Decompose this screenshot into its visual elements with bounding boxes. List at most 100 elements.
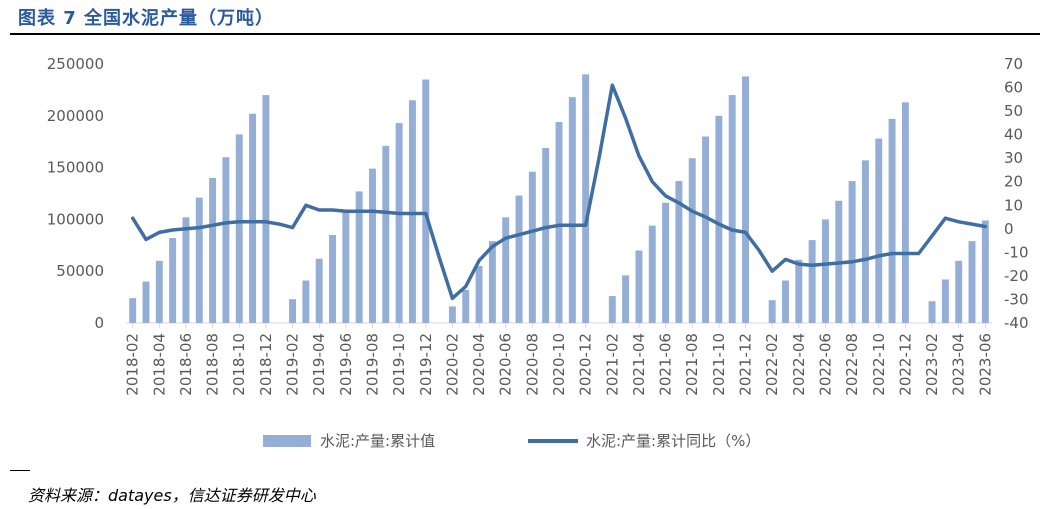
bar (369, 168, 376, 323)
bar (795, 259, 803, 323)
bar (715, 115, 723, 323)
cement-output-chart: 2018-02 2018-04 2018-06 2018-08 2018-10 2018-… (47, 55, 1029, 450)
right-y-tick-label: -40 (1004, 314, 1029, 332)
bar (542, 147, 550, 323)
bar (142, 281, 150, 323)
bar (901, 102, 909, 323)
bar (382, 145, 390, 323)
bar (475, 266, 483, 323)
bar (742, 76, 749, 323)
x-tick-label: 2021-10 (710, 333, 728, 396)
bar (222, 157, 230, 323)
source-note: 资料来源：datayes，信达证券研发中心 (28, 486, 316, 505)
bar (502, 217, 510, 323)
bar (968, 241, 976, 323)
x-tick-label: 2018-04 (150, 333, 168, 396)
x-tick-labels: 2018-02 2018-04 2018-06 2018-08 2018-10 2018-… (124, 333, 995, 396)
bar (315, 258, 323, 323)
left-y-tick-label: 150000 (47, 159, 104, 177)
x-tick-label: 2022-08 (843, 333, 861, 396)
chart-title: 图表 7 全国水泥产量（万吨） (18, 8, 275, 29)
bar (981, 220, 989, 323)
x-tick-label: 2021-02 (603, 333, 621, 396)
bar (195, 197, 203, 323)
right-y-tick-label: -30 (1004, 290, 1029, 308)
bar (928, 301, 936, 323)
x-tick-label: 2022-10 (870, 333, 888, 396)
right-y-tick-label: 30 (1004, 149, 1023, 167)
x-tick-label: 2018-02 (124, 333, 142, 396)
x-tick-label: 2022-02 (763, 333, 781, 396)
x-tick-label: 2021-12 (737, 333, 755, 396)
bar (342, 212, 350, 323)
bar (528, 171, 536, 323)
line-series (130, 83, 988, 301)
bar (662, 202, 670, 323)
x-tick-label: 2019-12 (417, 333, 435, 396)
x-tick-label: 2020-02 (443, 333, 461, 396)
x-tick-label: 2019-10 (390, 333, 408, 396)
x-tick-label: 2018-12 (257, 333, 275, 396)
right-y-tick-label: 0 (1004, 220, 1014, 238)
x-tick-label: 2018-08 (204, 333, 222, 396)
bar-series (129, 74, 989, 324)
bar (875, 138, 883, 323)
bar (568, 97, 576, 323)
x-tick-label: 2021-06 (657, 333, 675, 396)
x-tick-label: 2020-12 (577, 333, 595, 396)
left-y-tick-label: 50000 (56, 262, 104, 280)
bar (262, 95, 270, 323)
legend-line-label: 水泥:产量:累计同比（%） (586, 432, 760, 450)
legend-bar-label: 水泥:产量:累计值 (320, 432, 435, 450)
bar (355, 191, 363, 323)
x-tick-label: 2020-04 (470, 333, 488, 396)
right-y-tick-label: 10 (1004, 196, 1023, 214)
x-tick-label: 2023-02 (923, 333, 941, 396)
x-tick-label: 2018-10 (230, 333, 248, 396)
bar (848, 181, 856, 323)
bar (488, 241, 496, 323)
x-tick-label: 2020-08 (523, 333, 541, 396)
bar (768, 300, 776, 323)
x-tick-label: 2019-08 (363, 333, 381, 396)
right-y-tick-label: 40 (1004, 126, 1023, 144)
title-divider (10, 33, 1040, 35)
axes (126, 322, 992, 328)
bar (702, 136, 710, 323)
bar (462, 289, 470, 323)
bar (515, 195, 523, 323)
x-tick-label: 2021-08 (683, 333, 701, 396)
bar (155, 260, 163, 323)
x-tick-label: 2023-06 (976, 333, 994, 396)
legend-bar-swatch (263, 435, 311, 447)
x-tick-label: 2018-06 (177, 333, 195, 396)
bar (941, 279, 949, 323)
bar (209, 177, 217, 323)
x-tick-label: 2021-04 (630, 333, 648, 396)
yoy-line (130, 83, 988, 301)
bar (408, 100, 416, 323)
bar (182, 217, 190, 323)
right-y-tick-labels: -40 -30 -20 -10 0 10 20 30 40 50 60 70 (1004, 55, 1029, 332)
bar (555, 122, 563, 324)
bar (622, 275, 630, 323)
bar (249, 113, 257, 323)
left-y-tick-label: 100000 (47, 210, 104, 228)
right-y-tick-label: -10 (1004, 243, 1029, 261)
bar (675, 181, 683, 323)
x-tick-label: 2023-04 (950, 333, 968, 396)
bar (422, 79, 430, 323)
right-y-tick-label: 70 (1004, 55, 1023, 73)
bar (688, 158, 696, 323)
bar (608, 296, 616, 323)
x-tick-label: 2020-10 (550, 333, 568, 396)
bar (302, 280, 310, 323)
bar (821, 219, 829, 323)
left-y-tick-label: 250000 (47, 55, 104, 73)
bar (289, 299, 297, 323)
bar (129, 298, 137, 323)
right-y-tick-label: 20 (1004, 173, 1023, 191)
bar (448, 306, 456, 323)
x-tick-label: 2019-02 (284, 333, 302, 396)
left-y-tick-labels: 0 50000 100000 150000 200000 250000 (47, 55, 104, 332)
